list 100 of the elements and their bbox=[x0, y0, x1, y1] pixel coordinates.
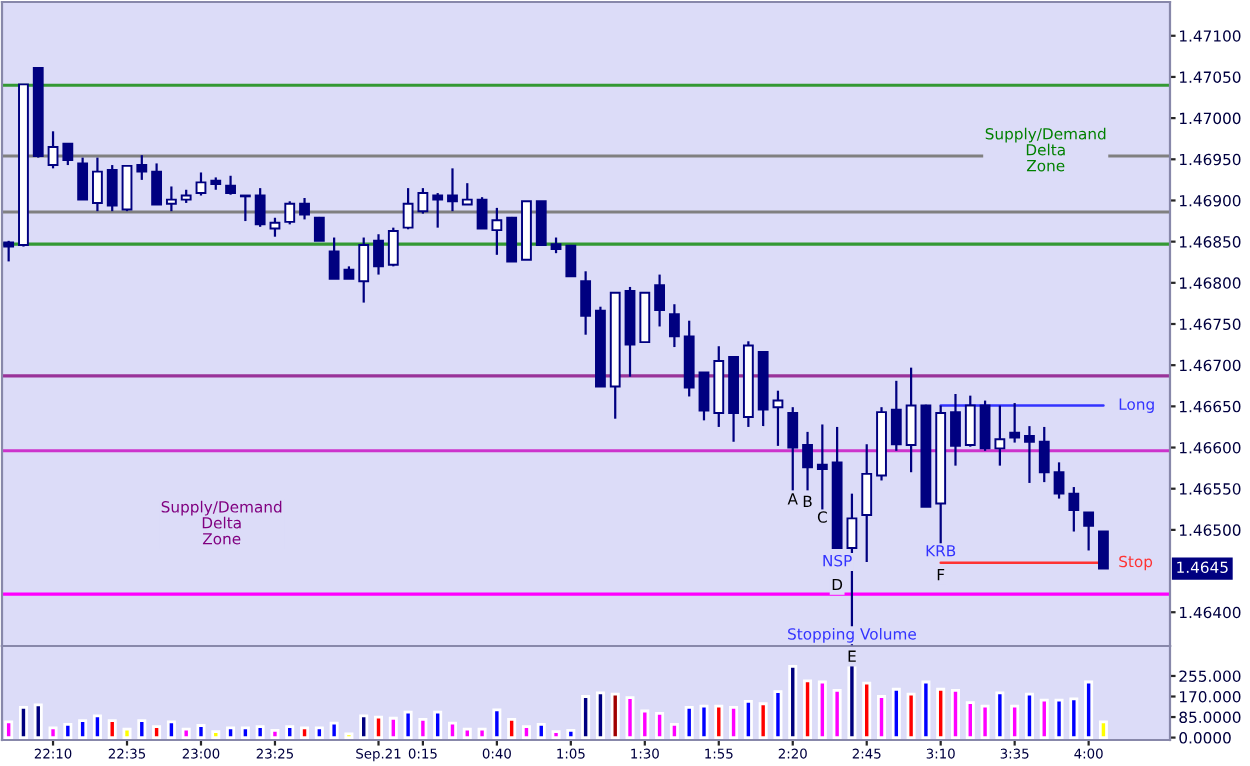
candlestick bbox=[299, 196, 310, 221]
candlestick bbox=[787, 406, 799, 492]
bar bbox=[803, 679, 813, 739]
candlestick bbox=[668, 303, 680, 349]
candlestick bbox=[535, 200, 547, 246]
bar bbox=[166, 720, 176, 739]
bar bbox=[669, 722, 679, 739]
candlestick bbox=[979, 399, 991, 452]
bar bbox=[891, 687, 901, 739]
candlestick bbox=[77, 156, 89, 201]
bar bbox=[433, 710, 443, 739]
bar bbox=[63, 722, 73, 739]
bar bbox=[521, 725, 531, 739]
bar bbox=[374, 715, 384, 739]
candlestick bbox=[772, 389, 784, 447]
candlestick bbox=[565, 243, 577, 278]
candlestick bbox=[62, 142, 74, 167]
bar bbox=[329, 721, 339, 739]
bar bbox=[447, 721, 457, 739]
bar bbox=[92, 714, 102, 739]
bar bbox=[107, 719, 117, 739]
candlestick bbox=[654, 273, 666, 328]
bar bbox=[388, 716, 398, 739]
bar bbox=[507, 718, 517, 739]
bar bbox=[862, 681, 872, 739]
bar bbox=[462, 727, 472, 739]
bar bbox=[551, 730, 561, 739]
bar bbox=[418, 718, 428, 739]
bar bbox=[1024, 692, 1034, 739]
candlestick bbox=[1083, 511, 1095, 552]
bar bbox=[477, 727, 487, 739]
candlestick bbox=[225, 174, 236, 196]
candlestick bbox=[802, 430, 813, 492]
bar bbox=[714, 704, 724, 739]
candlestick bbox=[328, 236, 340, 280]
bar bbox=[995, 691, 1005, 739]
candlestick bbox=[165, 185, 177, 213]
bar bbox=[359, 714, 369, 739]
bar bbox=[492, 708, 502, 739]
candlestick bbox=[698, 371, 710, 422]
bar bbox=[240, 726, 250, 739]
candlestick bbox=[964, 394, 976, 448]
bar bbox=[921, 680, 931, 739]
bar bbox=[640, 709, 650, 739]
bar bbox=[832, 689, 842, 739]
bar bbox=[758, 702, 768, 739]
bar bbox=[122, 727, 132, 739]
bar bbox=[536, 722, 546, 739]
candlestick bbox=[861, 443, 873, 564]
bar bbox=[877, 695, 887, 739]
bar bbox=[743, 699, 753, 739]
bar bbox=[595, 691, 605, 739]
bar bbox=[699, 704, 709, 739]
candlestick bbox=[373, 233, 384, 276]
bar bbox=[285, 725, 295, 739]
bar bbox=[300, 726, 310, 739]
bar bbox=[950, 689, 960, 739]
candlestick bbox=[106, 163, 118, 213]
bar bbox=[655, 712, 665, 739]
bar bbox=[1069, 697, 1079, 739]
candlestick bbox=[461, 182, 473, 206]
bar bbox=[226, 726, 236, 739]
bar bbox=[211, 730, 221, 739]
bar bbox=[270, 728, 280, 739]
candlestick bbox=[994, 404, 1006, 467]
candlestick bbox=[195, 171, 207, 197]
candlestick bbox=[432, 191, 444, 229]
candlestick bbox=[506, 215, 518, 263]
candlestick bbox=[1038, 425, 1050, 484]
candlestick bbox=[136, 154, 148, 181]
bar bbox=[255, 725, 265, 739]
candlestick bbox=[151, 162, 163, 206]
bar bbox=[1054, 698, 1064, 739]
candlestick bbox=[950, 392, 961, 467]
bar bbox=[403, 710, 413, 739]
candlestick bbox=[580, 270, 592, 336]
bar bbox=[181, 727, 191, 739]
bar bbox=[729, 705, 739, 739]
bar bbox=[78, 719, 88, 739]
bar bbox=[610, 692, 620, 739]
candlestick bbox=[1053, 461, 1065, 500]
bar bbox=[817, 680, 827, 739]
bar bbox=[33, 703, 43, 739]
bar bbox=[980, 704, 990, 739]
candlestick bbox=[387, 226, 399, 268]
candlestick bbox=[254, 187, 266, 228]
candlestick bbox=[447, 167, 458, 213]
bar bbox=[196, 724, 206, 739]
bar bbox=[1098, 720, 1108, 739]
candlestick bbox=[1098, 530, 1109, 570]
bar bbox=[1084, 680, 1094, 739]
candlestick bbox=[476, 196, 488, 230]
bar bbox=[788, 664, 798, 739]
candlestick bbox=[890, 379, 902, 452]
candlestick bbox=[121, 163, 133, 213]
bar bbox=[18, 705, 28, 739]
candlestick bbox=[1009, 401, 1021, 444]
bar bbox=[773, 690, 783, 739]
candlestick bbox=[1024, 425, 1035, 485]
candlestick bbox=[491, 206, 503, 256]
